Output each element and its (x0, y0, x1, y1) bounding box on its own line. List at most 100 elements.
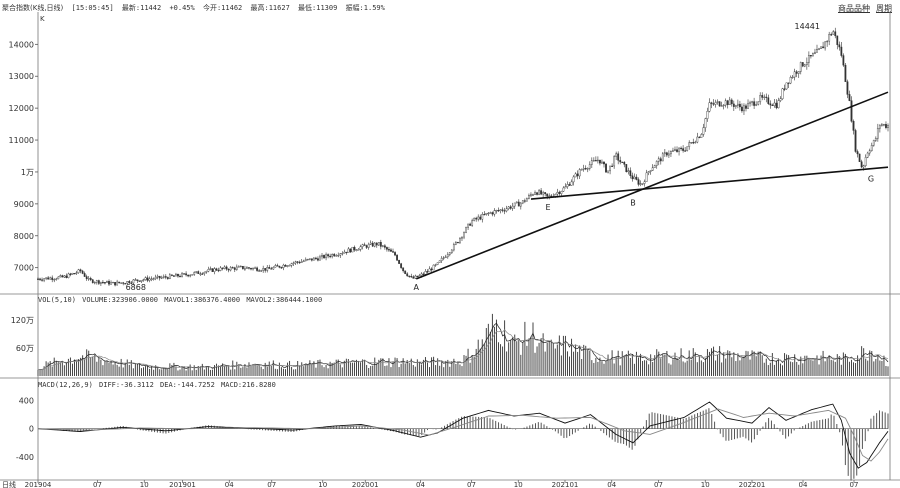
candle-body (562, 187, 565, 192)
candle-body (248, 267, 250, 269)
candle-body (714, 102, 717, 105)
low-price: 最低:11309 (298, 4, 338, 12)
price-tick-label: 7000 (14, 264, 34, 273)
candle-body (739, 103, 741, 108)
dea-value: DEA:-144.7252 (160, 381, 215, 389)
candle-body (296, 261, 299, 263)
latest-price: 最新:11442 (121, 4, 162, 12)
candle-body (850, 100, 853, 122)
candle-body (452, 244, 455, 251)
candle-body (716, 101, 719, 103)
candle-body (546, 193, 549, 197)
candle-body (146, 277, 149, 281)
candle-body (489, 212, 492, 214)
candle-body (351, 246, 354, 253)
candle-body (177, 273, 179, 277)
candle-body (848, 94, 851, 101)
candle-body (270, 268, 273, 270)
candle-body (881, 124, 883, 126)
candle-body (639, 183, 642, 185)
candle-body (536, 192, 538, 195)
candle-body (422, 273, 425, 275)
candle-body (730, 99, 733, 105)
candle-body (264, 268, 267, 271)
volume-panel: 60万 120万 (11, 313, 889, 376)
candle-body (820, 46, 822, 50)
candle-body (834, 31, 837, 37)
candle-body (386, 247, 388, 250)
candle-body (99, 281, 102, 284)
candle-body (319, 256, 321, 261)
candle-body (787, 82, 790, 84)
candle-body (197, 271, 200, 274)
candle-body (43, 278, 45, 281)
candle-body (420, 273, 423, 276)
candle-body (826, 40, 829, 43)
candle-body (250, 268, 252, 270)
candle-body (507, 206, 510, 209)
candle-body (597, 159, 599, 162)
candle-body (694, 141, 697, 144)
candle-body (743, 105, 745, 112)
volume-tick-label: 60万 (16, 344, 34, 353)
candle-body (807, 55, 810, 63)
x-tick-label: 202201 (739, 481, 766, 488)
candle-body (513, 202, 516, 207)
candle-body (818, 48, 820, 50)
candle-body (256, 267, 258, 271)
candle-body (706, 111, 709, 119)
candle-body (812, 53, 814, 57)
candle-body (71, 273, 74, 275)
candle-body (83, 273, 86, 277)
candle-body (128, 281, 131, 284)
candle-body (469, 223, 472, 226)
candle-body (696, 136, 699, 143)
candle-body (300, 261, 303, 263)
candle-body (471, 220, 474, 226)
candle-body (292, 262, 295, 264)
product-selector-button[interactable]: 商品品种 (838, 4, 870, 13)
candle-body (209, 268, 212, 270)
price-axis: 7000 8000 9000 1万 11000 12000 13000 14000 (9, 40, 38, 273)
candle-body (69, 273, 72, 275)
candle-body (511, 205, 514, 209)
candle-body (367, 244, 370, 248)
price-tick-label: 11000 (9, 136, 34, 145)
candle-body (670, 151, 672, 155)
macd-panel: 400 0 -400 (16, 397, 889, 481)
candle-body (680, 147, 682, 150)
candle-body (870, 145, 873, 151)
candle-body (185, 273, 187, 276)
candle-body (467, 223, 469, 228)
candle-body (89, 278, 92, 280)
candle-body (170, 274, 173, 276)
candle-body (690, 142, 693, 144)
candle-body (647, 171, 650, 174)
candle-body (65, 275, 68, 278)
candle-body (158, 275, 161, 279)
candle-body (85, 276, 88, 279)
candle-body (290, 263, 293, 266)
candle-body (97, 280, 100, 284)
candle-body (763, 96, 766, 98)
candle-body (410, 276, 413, 278)
x-tick-label: 10 (514, 481, 523, 488)
candle-body (564, 186, 567, 189)
candle-body (741, 106, 743, 112)
candle-body (718, 101, 721, 107)
candle-body (534, 192, 536, 195)
candle-body (106, 280, 108, 283)
x-tick-label: 07 (850, 481, 859, 488)
candle-body (572, 176, 575, 183)
candle-body (793, 71, 796, 78)
candle-body (876, 127, 879, 139)
price-tick-label: 9000 (14, 200, 34, 209)
period-selector-button[interactable]: 周期 (876, 4, 892, 13)
candle-body (588, 164, 591, 169)
candle-body (398, 260, 400, 264)
candle-body (280, 267, 283, 269)
mavol-line (37, 329, 889, 371)
candle-body (584, 168, 587, 170)
candle-body (710, 102, 713, 104)
